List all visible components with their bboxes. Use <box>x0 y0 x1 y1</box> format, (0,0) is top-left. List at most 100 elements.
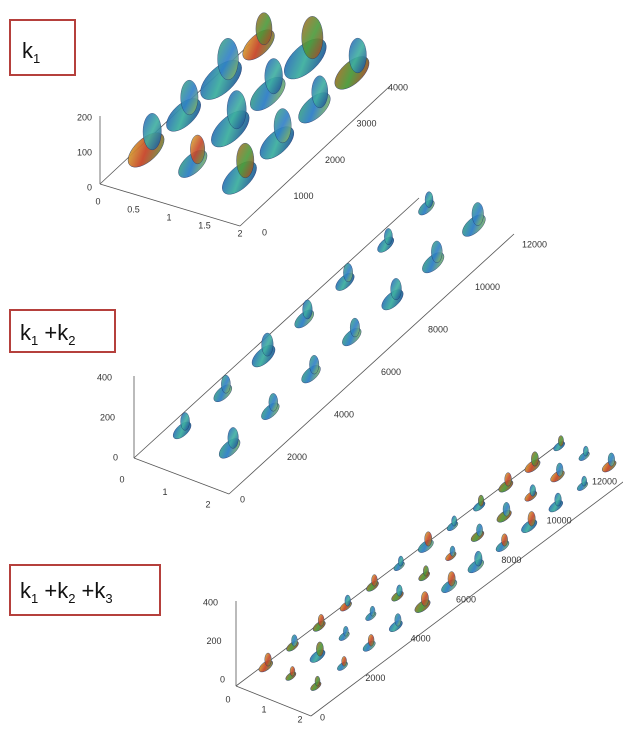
y-tick-label: 2000 <box>287 452 307 462</box>
y-tick-label: 6000 <box>456 594 476 604</box>
y-tick-label: 0 <box>240 494 245 504</box>
surface-blob <box>583 446 588 456</box>
surface-blob <box>475 551 483 566</box>
surface-blob <box>290 666 295 676</box>
surface-blob <box>448 571 455 586</box>
label-text: +k <box>75 578 106 603</box>
surface-blob <box>368 634 374 646</box>
axis-line <box>229 234 514 494</box>
surface-blob <box>342 656 347 666</box>
surface-blob <box>221 375 230 393</box>
surface-blob <box>503 502 510 516</box>
y-tick-label: 8000 <box>428 324 448 334</box>
surface-blob <box>190 135 204 164</box>
surface-blob <box>372 575 378 587</box>
surface-blob <box>228 427 239 448</box>
surface-blob <box>556 463 563 476</box>
y-tick-label: 4000 <box>388 82 408 92</box>
surface-blob <box>472 202 484 225</box>
surface-blob <box>345 595 351 606</box>
subscript: 1 <box>31 591 38 606</box>
z-tick-label: 200 <box>100 412 115 422</box>
x-tick-label: 2 <box>205 499 210 509</box>
z-tick-label: 0 <box>87 182 92 192</box>
surface-blob <box>425 192 433 208</box>
x-tick-label: 2 <box>297 714 302 724</box>
y-tick-label: 4000 <box>411 634 431 644</box>
y-tick-label: 2000 <box>365 673 385 683</box>
surface-blob <box>350 318 359 337</box>
surface-blob <box>397 585 403 596</box>
surface-blob <box>555 493 562 506</box>
surface-blob <box>501 534 507 546</box>
y-tick-label: 12000 <box>592 476 617 486</box>
surface-blob <box>181 80 198 115</box>
surface-blob <box>431 241 442 263</box>
surface-blob <box>349 38 366 73</box>
surface-blob <box>237 143 254 178</box>
label-text: +k <box>38 578 69 603</box>
z-tick-label: 200 <box>206 636 221 646</box>
surface-blob <box>425 532 432 547</box>
surface-blob <box>452 516 457 526</box>
surface-blob <box>395 614 401 627</box>
surface-blob <box>312 76 328 108</box>
surface-blob <box>528 511 535 526</box>
surface-blob <box>218 38 239 80</box>
subscript: 2 <box>68 591 75 606</box>
x-tick-label: 0 <box>95 196 100 206</box>
label-text: +k <box>38 320 69 345</box>
y-tick-label: 10000 <box>475 282 500 292</box>
surface-blob <box>315 676 320 686</box>
y-tick-label: 6000 <box>381 367 401 377</box>
surface-blob <box>384 228 392 244</box>
z-tick-label: 100 <box>77 147 92 157</box>
x-tick-label: 1 <box>162 487 167 497</box>
surface-blob <box>303 300 313 319</box>
surface-blob <box>608 453 615 466</box>
axis-line <box>134 198 419 458</box>
surface-blob <box>318 614 324 626</box>
x-tick-label: 0 <box>225 694 230 704</box>
surface-blob <box>476 524 482 536</box>
surface-blob <box>531 452 538 467</box>
surface-blob <box>309 355 318 374</box>
z-tick-label: 0 <box>113 452 118 462</box>
surface-blob <box>265 653 272 666</box>
figure: k1010020000.511.5201000200030004000k1 +k… <box>0 0 623 735</box>
surface-blob <box>274 109 291 143</box>
subscript: 3 <box>105 591 112 606</box>
x-tick-label: 0.5 <box>127 204 140 214</box>
surface-blob <box>391 278 402 300</box>
surface-blob <box>343 263 352 282</box>
axis-line <box>236 686 311 716</box>
y-tick-label: 0 <box>320 712 325 722</box>
surface-blob <box>316 642 323 656</box>
z-tick-label: 0 <box>220 674 225 684</box>
z-tick-label: 200 <box>77 112 92 122</box>
surface-blob <box>478 495 484 506</box>
panel-label: k1 +k2 <box>20 320 75 348</box>
x-tick-label: 1 <box>166 212 171 222</box>
panel: k1 +k20200400012020004000600080001000012… <box>10 192 547 510</box>
subscript: 1 <box>33 51 40 66</box>
y-tick-label: 3000 <box>357 119 377 129</box>
surface-blob <box>302 16 323 59</box>
y-tick-label: 8000 <box>501 555 521 565</box>
surface-blob <box>370 606 375 616</box>
surface-blob <box>143 113 161 150</box>
x-tick-label: 1.5 <box>198 220 211 230</box>
surface-blob <box>292 635 298 646</box>
surface-blob <box>227 91 246 129</box>
surface-blob <box>558 436 563 447</box>
x-tick-label: 2 <box>237 228 242 238</box>
y-tick-label: 10000 <box>547 516 572 526</box>
subscript: 2 <box>68 333 75 348</box>
surface-blob <box>256 13 272 45</box>
surface-blob <box>450 546 455 556</box>
surface-blob <box>530 485 536 497</box>
y-tick-label: 1000 <box>294 191 314 201</box>
surface-blob <box>343 626 348 636</box>
label-box <box>10 20 75 75</box>
